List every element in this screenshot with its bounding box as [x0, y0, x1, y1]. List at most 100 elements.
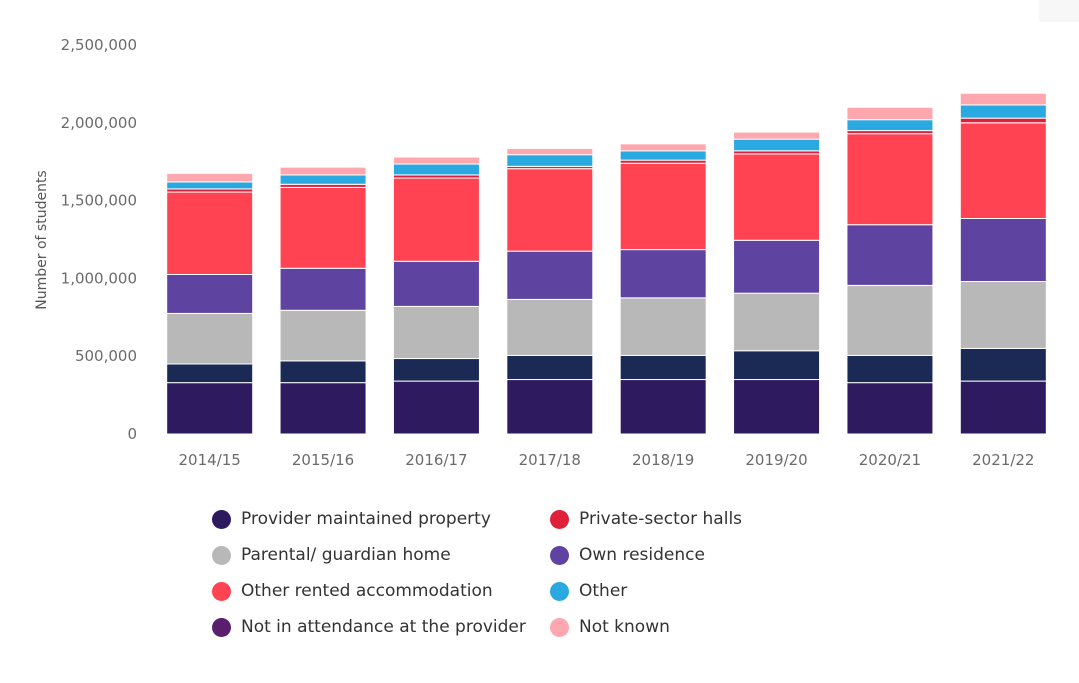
- bar-segment[interactable]: [846, 119, 934, 132]
- bar-segment[interactable]: [506, 147, 594, 156]
- legend-label: Not known: [579, 617, 670, 637]
- x-tick-label: 2017/18: [519, 451, 581, 469]
- bar-segment[interactable]: [959, 104, 1047, 119]
- bar-stack[interactable]: [959, 92, 1047, 435]
- legend-item-private-sector-halls[interactable]: Private-sector halls: [550, 505, 742, 533]
- bar-segment[interactable]: [733, 138, 821, 152]
- bar-stack[interactable]: [279, 166, 367, 435]
- bar-segment[interactable]: [619, 379, 707, 435]
- legend-item-not-known[interactable]: Not known: [550, 613, 670, 641]
- x-tick-label: 2015/16: [292, 451, 354, 469]
- bar-segment[interactable]: [619, 150, 707, 161]
- legend-label: Private-sector halls: [579, 509, 743, 529]
- bar-segment[interactable]: [619, 143, 707, 152]
- x-axis-ticks: 2014/15 2015/16 2016/17 2017/18 2018/19 2019/…: [179, 451, 1035, 469]
- bar-segment[interactable]: [846, 133, 934, 226]
- y-tick-label: 1,000,000: [61, 269, 137, 287]
- bar-segment[interactable]: [166, 181, 254, 190]
- bar-stack[interactable]: [733, 131, 821, 435]
- legend-label: Provider maintained property: [241, 509, 491, 529]
- bar-segment[interactable]: [392, 177, 480, 262]
- bar-stacks: [166, 92, 1047, 435]
- bar-segment[interactable]: [846, 224, 934, 286]
- legend-item-parental-guardian-home[interactable]: Parental/ guardian home: [212, 541, 451, 569]
- bar-stack[interactable]: [166, 172, 254, 435]
- bar-segment[interactable]: [733, 131, 821, 140]
- bar-stack[interactable]: [619, 143, 707, 435]
- legend-swatch: [212, 617, 231, 637]
- legend-label: Not in attendance at the provider: [241, 617, 526, 637]
- bar-stack[interactable]: [392, 156, 480, 435]
- bar-segment[interactable]: [279, 382, 367, 435]
- bar-segment[interactable]: [846, 354, 934, 384]
- legend-label: Other: [579, 581, 628, 601]
- legend-swatch: [550, 581, 569, 601]
- bar-segment[interactable]: [166, 382, 254, 435]
- bar-segment[interactable]: [166, 312, 254, 365]
- bar-segment[interactable]: [392, 260, 480, 307]
- bar-segment[interactable]: [846, 382, 934, 435]
- bar-segment[interactable]: [279, 360, 367, 384]
- bar-segment[interactable]: [506, 168, 594, 252]
- bar-segment[interactable]: [506, 250, 594, 300]
- x-tick-label: 2018/19: [632, 451, 694, 469]
- legend-item-other-rented-accommodation[interactable]: Other rented accommodation: [212, 577, 493, 605]
- x-tick-label: 2021/22: [972, 451, 1034, 469]
- corner-panel: [1039, 0, 1079, 22]
- legend-item-other[interactable]: Other: [550, 577, 627, 605]
- bar-segment[interactable]: [392, 380, 480, 435]
- legend-label: Parental/ guardian home: [241, 545, 451, 565]
- bar-segment[interactable]: [619, 297, 707, 356]
- bar-segment[interactable]: [506, 354, 594, 381]
- bar-segment[interactable]: [279, 309, 367, 362]
- bar-segment[interactable]: [392, 305, 480, 360]
- bar-segment[interactable]: [733, 292, 821, 352]
- legend-swatch: [550, 617, 569, 637]
- bar-segment[interactable]: [166, 363, 254, 384]
- bar-segment[interactable]: [506, 154, 594, 167]
- y-tick-label: 2,000,000: [61, 114, 137, 132]
- bar-segment[interactable]: [619, 249, 707, 299]
- bar-segment[interactable]: [279, 166, 367, 176]
- bar-stack[interactable]: [506, 147, 594, 435]
- bar-segment[interactable]: [959, 281, 1047, 349]
- bar-segment[interactable]: [166, 274, 254, 314]
- bar-segment[interactable]: [279, 174, 367, 185]
- bar-segment[interactable]: [959, 347, 1047, 382]
- bar-segment[interactable]: [733, 350, 821, 381]
- bar-segment[interactable]: [959, 217, 1047, 283]
- bar-segment[interactable]: [959, 92, 1047, 106]
- x-tick-label: 2016/17: [405, 451, 467, 469]
- bar-segment[interactable]: [279, 267, 367, 311]
- bar-segment[interactable]: [506, 379, 594, 435]
- bar-segment[interactable]: [619, 354, 707, 381]
- bar-segment[interactable]: [166, 172, 254, 183]
- y-tick-label: 0: [127, 425, 137, 443]
- bar-stack[interactable]: [846, 106, 934, 435]
- legend-item-provider-maintained-property[interactable]: Provider maintained property: [212, 505, 491, 533]
- bar-segment[interactable]: [619, 162, 707, 251]
- legend-label: Other rented accommodation: [241, 581, 493, 601]
- bar-segment[interactable]: [279, 186, 367, 269]
- bar-segment[interactable]: [166, 191, 254, 276]
- bar-segment[interactable]: [392, 156, 480, 165]
- bar-segment[interactable]: [392, 358, 480, 382]
- x-tick-label: 2019/20: [745, 451, 807, 469]
- legend-item-own-residence[interactable]: Own residence: [550, 541, 705, 569]
- legend-item-not-in-attendance[interactable]: Not in attendance at the provider: [212, 613, 526, 641]
- legend-swatch: [550, 509, 569, 529]
- bar-segment[interactable]: [392, 163, 480, 176]
- bar-segment[interactable]: [733, 239, 821, 294]
- bar-segment[interactable]: [959, 117, 1047, 124]
- bar-segment[interactable]: [846, 106, 934, 121]
- legend-label: Own residence: [579, 545, 705, 565]
- legend-swatch: [212, 545, 231, 565]
- x-tick-label: 2014/15: [179, 451, 241, 469]
- bar-segment[interactable]: [959, 122, 1047, 219]
- bar-segment[interactable]: [506, 298, 594, 356]
- bar-segment[interactable]: [959, 380, 1047, 435]
- bar-segment[interactable]: [733, 379, 821, 435]
- bar-segment[interactable]: [846, 284, 934, 356]
- bar-segment[interactable]: [733, 153, 821, 241]
